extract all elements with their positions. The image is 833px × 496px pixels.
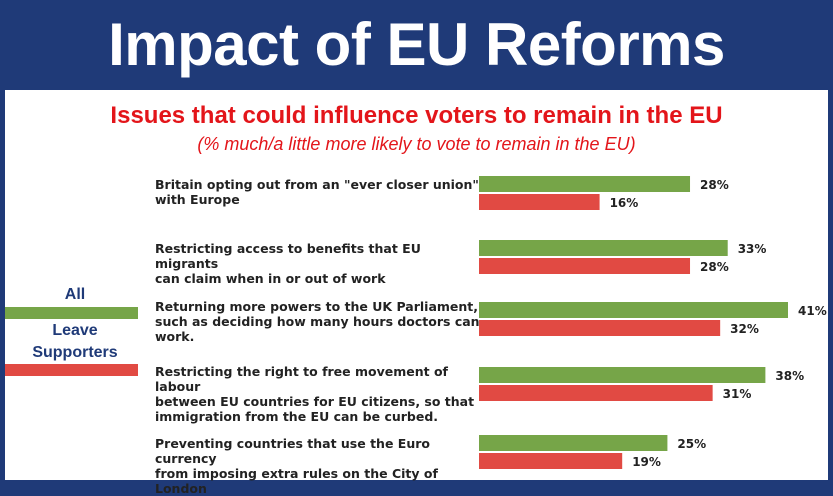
legend-all-swatch bbox=[5, 307, 138, 319]
bar-all bbox=[479, 435, 668, 451]
value-label-all: 38% bbox=[775, 369, 804, 383]
bar-leave bbox=[479, 385, 713, 401]
question-line: Returning more powers to the UK Parliame… bbox=[155, 299, 479, 314]
value-label-leave: 19% bbox=[632, 455, 661, 469]
question-label: Restricting access to benefits that EU m… bbox=[155, 241, 480, 286]
question-label: Restricting the right to free movement o… bbox=[155, 364, 480, 424]
question-line: Preventing countries that use the Euro c… bbox=[155, 436, 430, 466]
question-line: Restricting the right to free movement o… bbox=[155, 364, 448, 394]
bar-leave bbox=[479, 453, 623, 469]
value-label-leave: 28% bbox=[700, 260, 729, 274]
value-label-all: 33% bbox=[738, 242, 767, 256]
question-line: with Europe bbox=[155, 192, 240, 207]
question-line: Restricting access to benefits that EU m… bbox=[155, 241, 421, 271]
chart-title: Issues that could influence voters to re… bbox=[110, 102, 723, 129]
chart-subtitle: (% much/a little more likely to vote to … bbox=[197, 134, 636, 154]
value-label-leave: 32% bbox=[730, 322, 759, 336]
value-label-all: 28% bbox=[700, 178, 729, 192]
question-line: Britain opting out from an "ever closer … bbox=[155, 177, 479, 192]
bar-leave bbox=[479, 258, 691, 274]
bar-all bbox=[479, 367, 766, 383]
bar-all bbox=[479, 302, 788, 318]
title-banner: Impact of EU Reforms bbox=[0, 0, 833, 88]
legend-all-label: All bbox=[64, 286, 86, 303]
question-line: immigration from the EU can be curbed. bbox=[155, 409, 439, 424]
legend-leave-label: Leave Supporters bbox=[15, 320, 135, 364]
question-line: between EU countries for EU citizens, so… bbox=[155, 394, 475, 409]
chart-panel: Issues that could influence voters to re… bbox=[5, 90, 828, 496]
question-label: Returning more powers to the UK Parliame… bbox=[155, 299, 480, 344]
value-label-all: 25% bbox=[677, 437, 706, 451]
bar-leave bbox=[479, 194, 600, 210]
question-line: such as deciding how many hours doctors … bbox=[155, 314, 480, 329]
bar-all bbox=[479, 240, 728, 256]
question-label: Britain opting out from an "ever closer … bbox=[155, 177, 480, 207]
legend-leave-swatch bbox=[5, 364, 138, 376]
legend-leave-line2: Supporters bbox=[32, 344, 118, 361]
question-line: can claim when in or out of work bbox=[155, 271, 386, 286]
bar-all bbox=[479, 176, 691, 192]
value-label-all: 41% bbox=[798, 304, 827, 318]
value-label-leave: 16% bbox=[610, 196, 639, 210]
bar-chart: 28% 16% 33% 28% 41% 32% 38% 31% 25% 19% bbox=[479, 176, 827, 469]
bar-leave bbox=[479, 320, 721, 336]
value-label-leave: 31% bbox=[723, 387, 752, 401]
legend-leave-line1: Leave bbox=[52, 322, 98, 339]
page-title: Impact of EU Reforms bbox=[108, 10, 725, 78]
question-line: work. bbox=[155, 329, 195, 344]
